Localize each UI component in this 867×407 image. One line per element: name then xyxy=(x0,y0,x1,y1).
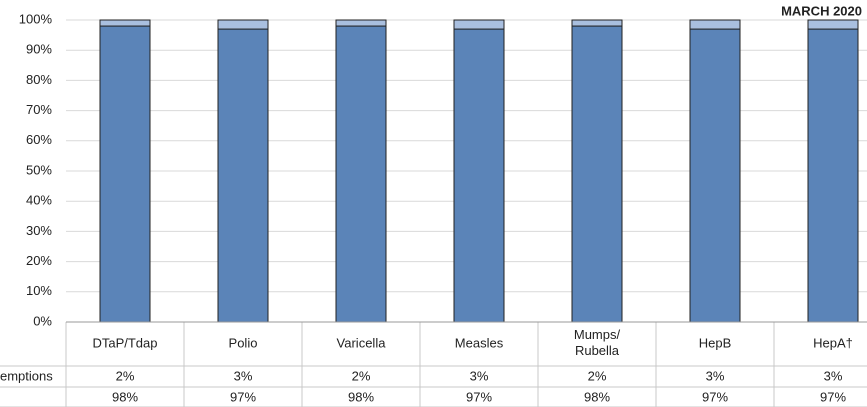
value-label: 97% xyxy=(230,389,256,404)
y-tick-label: 80% xyxy=(26,72,52,87)
value-label: 98% xyxy=(584,389,610,404)
y-tick-label: 40% xyxy=(26,193,52,208)
y-tick-label: 100% xyxy=(19,11,53,26)
value-label: 97% xyxy=(466,389,492,404)
annotation: MARCH 2020 xyxy=(781,3,862,18)
value-label: 97% xyxy=(820,389,846,404)
value-label: 3% xyxy=(234,368,253,383)
y-tick-label: 30% xyxy=(26,223,52,238)
bar-segment xyxy=(571,25,623,323)
bar-segment xyxy=(453,28,505,323)
bar-segment xyxy=(217,19,269,30)
bar-segment xyxy=(453,19,505,30)
value-label: 98% xyxy=(112,389,138,404)
bar-segment xyxy=(335,19,387,27)
value-label: 3% xyxy=(706,368,725,383)
y-tick-label: 20% xyxy=(26,253,52,268)
value-label: 97% xyxy=(702,389,728,404)
y-tick-label: 10% xyxy=(26,283,52,298)
y-tick-label: 70% xyxy=(26,102,52,117)
category-label: Polio xyxy=(229,335,258,350)
value-label: 3% xyxy=(824,368,843,383)
category-label: Measles xyxy=(455,335,504,350)
value-label: 2% xyxy=(352,368,371,383)
value-label: 2% xyxy=(588,368,607,383)
bar-segment xyxy=(99,19,151,27)
bar-segment xyxy=(689,19,741,30)
category-label: HepB xyxy=(699,335,732,350)
category-label: Mumps/Rubella xyxy=(574,327,621,358)
row-label: emptions xyxy=(0,368,53,383)
y-tick-label: 60% xyxy=(26,132,52,147)
bar-segment xyxy=(335,25,387,323)
value-label: 98% xyxy=(348,389,374,404)
y-tick-label: 0% xyxy=(33,313,52,328)
bar-segment xyxy=(99,25,151,323)
bar-segment xyxy=(217,28,269,323)
bar-segment xyxy=(571,19,623,27)
bar-segment xyxy=(807,28,859,323)
y-tick-label: 90% xyxy=(26,42,52,57)
bar-segment xyxy=(689,28,741,323)
category-label: HepA† xyxy=(813,335,853,350)
category-label: Varicella xyxy=(337,335,387,350)
value-label: 2% xyxy=(116,368,135,383)
bar-segment xyxy=(807,19,859,30)
y-tick-label: 50% xyxy=(26,162,52,177)
category-label: DTaP/Tdap xyxy=(92,335,157,350)
value-label: 3% xyxy=(470,368,489,383)
